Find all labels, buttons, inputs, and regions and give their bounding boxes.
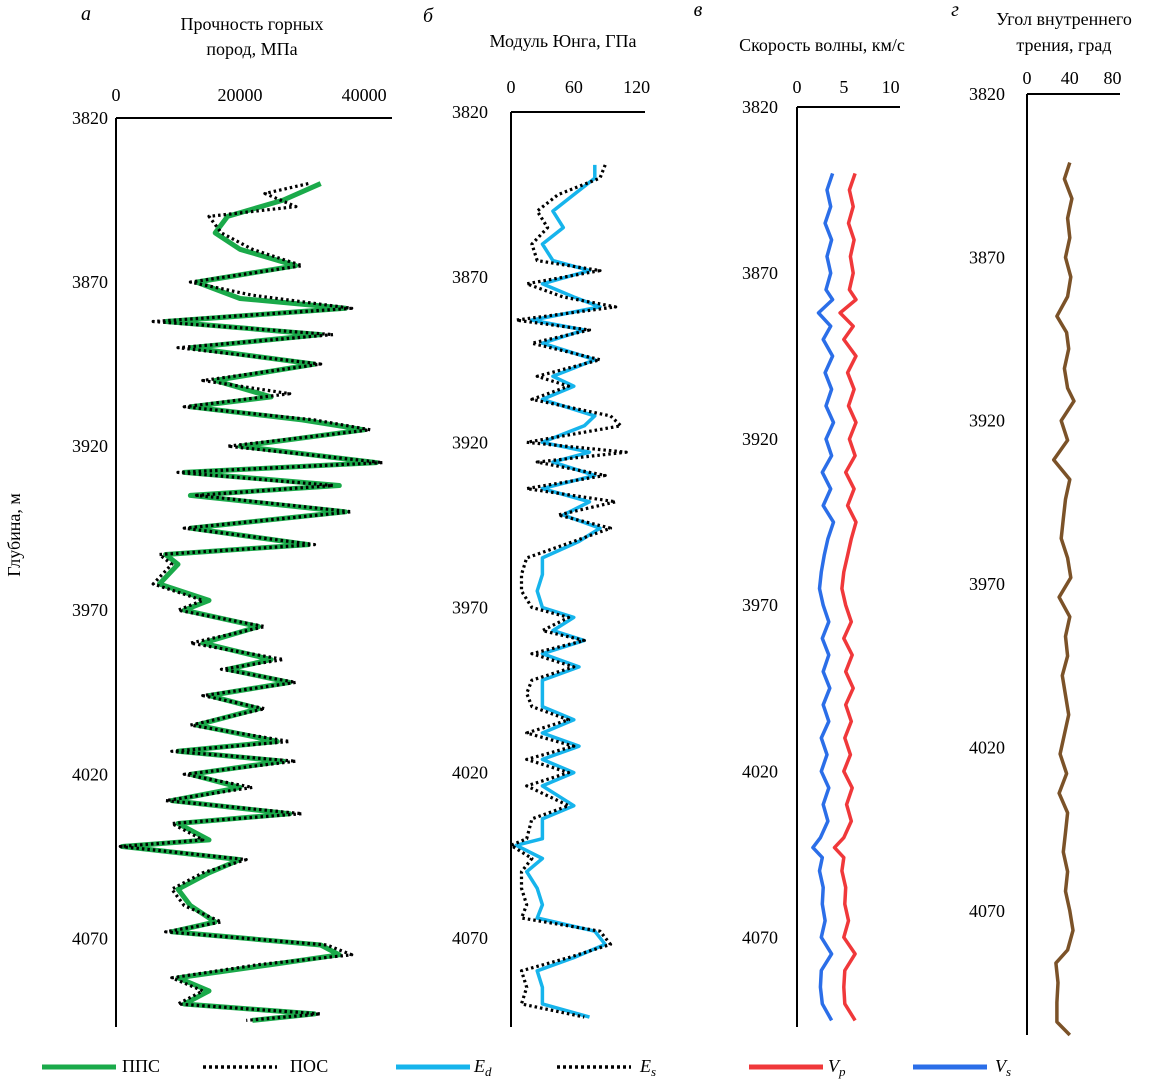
panel-letter: б (423, 5, 434, 27)
legend-item: Vp (749, 1056, 846, 1079)
legend-item: ПОС (203, 1056, 328, 1076)
x-tick-label: 40000 (342, 85, 387, 105)
panel-title: пород, МПа (206, 39, 297, 59)
y-tick-label: 4020 (969, 737, 1005, 757)
y-tick-label: 3820 (72, 108, 108, 128)
series-vp (832, 172, 858, 1022)
panel-title: Угол внутреннего (996, 9, 1132, 29)
x-tick-label: 0 (1023, 68, 1032, 88)
panel-2: б Модуль Юнга, ГПа 0 60 120 3820 3870 3920 3970 4… (423, 5, 650, 1027)
x-tick-label: 0 (112, 85, 121, 105)
y-tick-label: 4020 (72, 764, 108, 784)
y-tick-label: 3970 (969, 574, 1005, 594)
panel-letter: г (951, 0, 959, 21)
panel-3: в Скорость волны, км/с 0 5 10 3820 3870 3920 397… (694, 0, 905, 1027)
y-tick-label: 3920 (742, 429, 778, 449)
y-tick-label: 3920 (72, 436, 108, 456)
legend-label: Vs (995, 1056, 1011, 1079)
legend-label: Ed (473, 1056, 492, 1079)
y-tick-label: 3820 (969, 84, 1005, 104)
legend: ППС ПОС Ed Es Vp Vs (42, 1056, 1011, 1079)
y-tick-label: 3970 (72, 600, 108, 620)
y-tick-label: 3870 (742, 263, 778, 283)
y-tick-label: 3970 (452, 597, 488, 617)
panel-4: г Угол внутреннего трения, град 0 40 80 3820 38… (951, 0, 1132, 1037)
legend-subscript: p (838, 1064, 846, 1079)
legend-subscript: s (651, 1064, 656, 1079)
panel-title: трения, град (1016, 35, 1111, 55)
y-axis-label: Глубина, м (4, 493, 24, 577)
y-tick-label: 4070 (452, 928, 488, 948)
y-tick-label: 3820 (452, 102, 488, 122)
legend-label: ПОС (290, 1056, 328, 1076)
panel-title: Прочность горных (181, 14, 324, 34)
y-tick-label: 4070 (72, 928, 108, 948)
legend-label: ППС (122, 1056, 160, 1076)
panel-letter: а (81, 3, 91, 25)
legend-item: Vs (913, 1056, 1011, 1079)
series-ed (514, 164, 607, 1019)
series-line (1051, 162, 1076, 1037)
panel-title: Модуль Юнга, ГПа (490, 31, 637, 51)
panel-1: а Прочность горных пород, МПа 0 20000 40000 38… (4, 3, 392, 1027)
x-tick-label: 0 (793, 77, 802, 97)
series-es (509, 164, 628, 1019)
x-tick-label: 10 (882, 77, 900, 97)
legend-subscript: s (1006, 1064, 1011, 1079)
y-tick-label: 4070 (742, 927, 778, 947)
panel-letter: в (694, 0, 703, 21)
y-tick-label: 4020 (452, 763, 488, 783)
x-tick-label: 80 (1104, 68, 1122, 88)
panel-title: Скорость волны, км/с (739, 35, 905, 55)
x-tick-label: 60 (565, 77, 583, 97)
legend-item: Ed (396, 1056, 492, 1079)
y-tick-label: 3870 (452, 267, 488, 287)
x-tick-label: 120 (623, 77, 650, 97)
y-tick-label: 4020 (742, 761, 778, 781)
series-vs (811, 172, 836, 1022)
legend-item: ППС (42, 1056, 160, 1076)
y-tick-label: 3970 (742, 595, 778, 615)
x-tick-label: 20000 (218, 85, 263, 105)
y-tick-label: 4070 (969, 901, 1005, 921)
y-tick-label: 3920 (452, 432, 488, 452)
y-tick-label: 3870 (969, 247, 1005, 267)
y-tick-label: 3870 (72, 272, 108, 292)
x-tick-label: 5 (839, 77, 848, 97)
x-tick-label: 40 (1061, 68, 1079, 88)
legend-label: Es (639, 1056, 656, 1079)
legend-label: Vp (828, 1056, 846, 1079)
legend-item: Es (557, 1056, 656, 1079)
y-tick-label: 3920 (969, 411, 1005, 431)
x-tick-label: 0 (507, 77, 516, 97)
y-tick-label: 3820 (742, 97, 778, 117)
legend-subscript: d (485, 1064, 492, 1079)
